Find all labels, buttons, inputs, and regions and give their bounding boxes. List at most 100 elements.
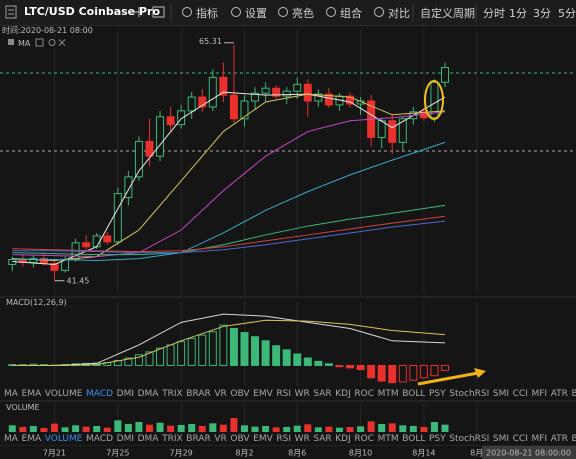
- indicator-tab[interactable]: EMA: [21, 434, 42, 444]
- toolbar-icon: [374, 7, 384, 17]
- candle-body: [145, 140, 154, 157]
- indicator-tab[interactable]: MA: [4, 389, 18, 399]
- indicator-tab[interactable]: BOLL: [402, 389, 426, 399]
- period[interactable]: 3分: [533, 7, 551, 20]
- candle-body: [430, 81, 439, 119]
- indicator-tab[interactable]: OBV: [230, 434, 250, 444]
- volume-bar: [8, 425, 16, 432]
- volume-bar: [61, 427, 69, 432]
- indicator-tab[interactable]: BOLL: [402, 434, 426, 444]
- indicator-tab[interactable]: MFI: [531, 389, 548, 399]
- toolbar-item[interactable]: 对比: [388, 7, 410, 20]
- indicator-tab[interactable]: BRAR: [186, 389, 211, 399]
- indicator-tab[interactable]: PSY: [429, 434, 446, 444]
- indicator-tab[interactable]: SAR: [313, 434, 332, 444]
- volume-bar: [388, 423, 396, 432]
- volume-bar: [378, 424, 386, 432]
- settings-icon[interactable]: [48, 39, 56, 46]
- toolbar-item[interactable]: 组合: [340, 7, 362, 20]
- volume-bar: [156, 422, 164, 432]
- macd-bar: [187, 337, 196, 366]
- period-menu[interactable]: 自定义周期: [420, 7, 475, 20]
- indicator-tab[interactable]: StochRSI: [449, 434, 490, 444]
- indicator-tab[interactable]: MACD: [86, 434, 114, 444]
- toolbar-item[interactable]: 指标: [196, 7, 218, 20]
- close-icon[interactable]: [58, 39, 66, 46]
- indicator-tab[interactable]: DMA: [137, 434, 159, 444]
- indicator-tab[interactable]: ATR: [550, 434, 568, 444]
- candle-body: [124, 176, 133, 199]
- volume-bar: [114, 420, 122, 432]
- x-tick-label: 8月10: [349, 449, 372, 458]
- indicator-tab[interactable]: EMA: [21, 389, 42, 399]
- indicator-tab[interactable]: VOLUME: [44, 389, 83, 399]
- period[interactable]: 5分: [558, 7, 576, 20]
- period[interactable]: 1分: [509, 7, 527, 20]
- indicator-tab[interactable]: PSY: [429, 389, 446, 399]
- indicator-tab[interactable]: BB: [571, 434, 576, 444]
- macd-bar: [377, 364, 386, 382]
- indicator-tab[interactable]: TRIX: [162, 434, 183, 444]
- indicator-tab[interactable]: BB: [571, 389, 576, 399]
- period[interactable]: 分时: [483, 7, 505, 20]
- macd-bar: [388, 364, 397, 384]
- indicator-tabs: MA EMA VOLUME MACD DMI DMA TRIX BRAR VR OBV EMV RSI…: [0, 388, 576, 400]
- candle-body: [229, 94, 238, 120]
- indicator-tab[interactable]: SMI: [492, 389, 510, 399]
- indicator-tab[interactable]: RSI: [276, 389, 291, 399]
- macd-bar: [430, 364, 439, 377]
- indicator-tab[interactable]: VR: [214, 434, 227, 444]
- indicator-tab[interactable]: ROC: [354, 434, 374, 444]
- indicator-tab[interactable]: StochRSI: [449, 389, 490, 399]
- add-icon[interactable]: [134, 7, 144, 17]
- indicator-tab[interactable]: ROC: [354, 389, 374, 399]
- indicator-tab[interactable]: BRAR: [186, 434, 211, 444]
- indicator-line: [12, 204, 446, 256]
- indicator-tab[interactable]: OBV: [230, 389, 250, 399]
- macd-bar: [261, 340, 270, 366]
- menu-icon[interactable]: [5, 5, 17, 19]
- toolbar: [0, 0, 576, 26]
- calendar-icon[interactable]: [152, 6, 165, 18]
- indicator-tab[interactable]: EMV: [253, 389, 273, 399]
- volume-bar: [103, 427, 111, 432]
- visibility-icon[interactable]: [35, 38, 44, 47]
- indicator-tab[interactable]: SAR: [313, 389, 332, 399]
- indicator-tab[interactable]: MTM: [377, 434, 399, 444]
- indicator-tab[interactable]: KDJ: [335, 434, 351, 444]
- macd-bar: [145, 351, 154, 366]
- indicator-tab[interactable]: EMV: [253, 434, 273, 444]
- toolbar-icon: [278, 7, 288, 17]
- indicator-tab[interactable]: VOLUME: [44, 434, 83, 444]
- indicator-tab[interactable]: MFI: [531, 434, 548, 444]
- indicator-tab[interactable]: VR: [214, 389, 227, 399]
- indicator-tab[interactable]: ATR: [550, 389, 568, 399]
- volume-bar: [72, 425, 80, 432]
- volume-bar: [367, 421, 375, 432]
- indicator-tab[interactable]: CCI: [512, 434, 528, 444]
- candle-body: [82, 242, 91, 248]
- candle-body: [261, 87, 270, 94]
- high-label: 65.31: [199, 37, 222, 46]
- indicator-tab[interactable]: WR: [294, 389, 310, 399]
- indicator-tab[interactable]: DMI: [116, 434, 134, 444]
- toolbar-item[interactable]: 亮色: [292, 7, 314, 20]
- symbol[interactable]: LTC/USD Coinbase Pro: [24, 5, 161, 18]
- indicator-tab[interactable]: MACD: [86, 389, 114, 399]
- toolbar-item[interactable]: 设置: [245, 7, 267, 20]
- indicator-tab[interactable]: CCI: [512, 389, 528, 399]
- indicator-tab[interactable]: DMI: [116, 389, 134, 399]
- volume-bar: [441, 424, 449, 432]
- volume-bar: [283, 427, 291, 432]
- toolbar-icon: [326, 7, 336, 17]
- indicator-tab[interactable]: KDJ: [335, 389, 351, 399]
- macd-bar: [198, 334, 207, 366]
- candle-body: [208, 76, 217, 108]
- indicator-tab[interactable]: DMA: [137, 389, 159, 399]
- indicator-tab[interactable]: WR: [294, 434, 310, 444]
- indicator-tab[interactable]: RSI: [276, 434, 291, 444]
- indicator-tab[interactable]: MTM: [377, 389, 399, 399]
- indicator-tab[interactable]: MA: [4, 434, 18, 444]
- indicator-tab[interactable]: TRIX: [162, 389, 183, 399]
- indicator-tab[interactable]: SMI: [492, 434, 510, 444]
